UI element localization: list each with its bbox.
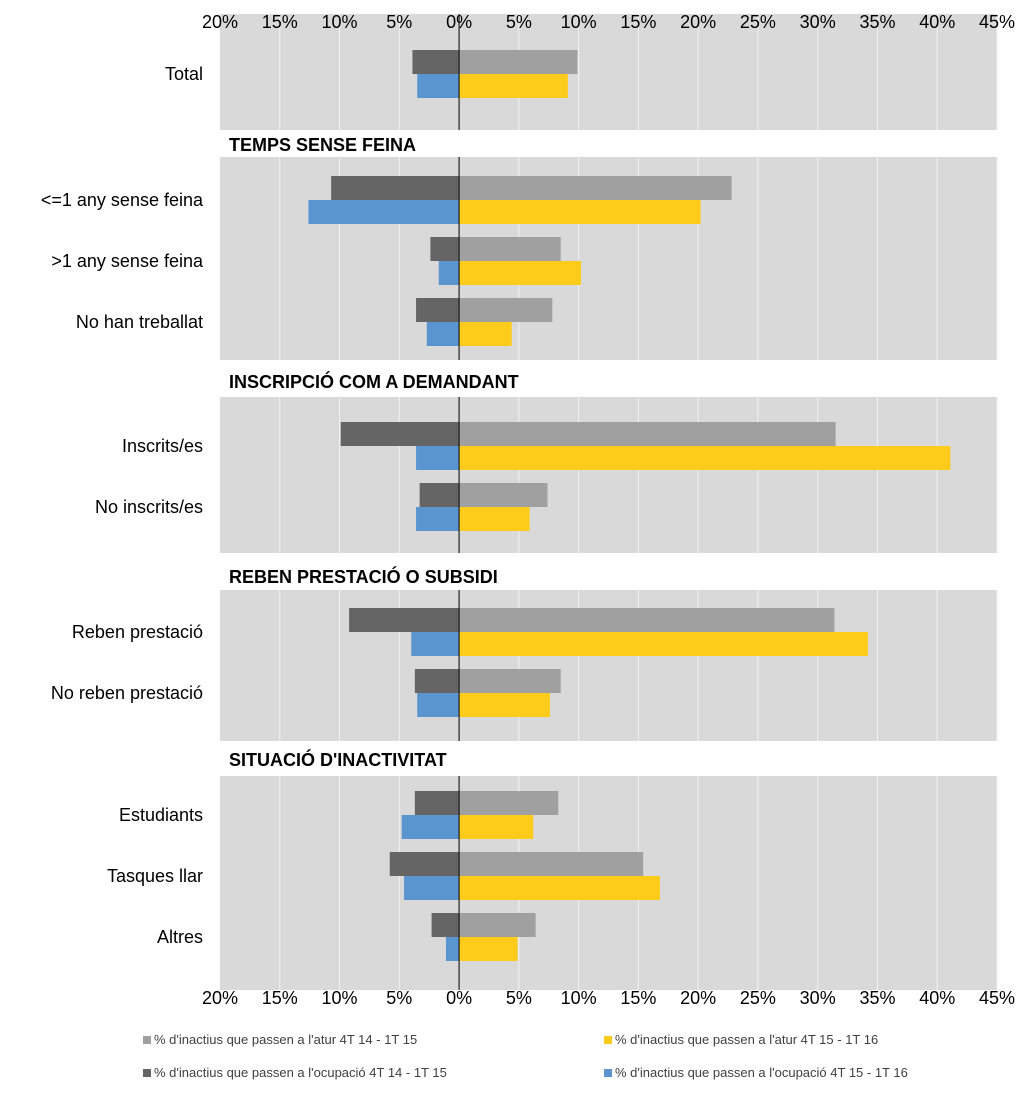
plot-panel	[220, 397, 997, 553]
bar	[414, 669, 460, 693]
tick-label-bottom: 30%	[800, 988, 836, 1008]
bar	[308, 200, 460, 224]
category-label: Estudiants	[119, 805, 203, 825]
bar	[419, 483, 460, 507]
bar	[431, 913, 460, 937]
bar	[459, 74, 568, 98]
tick-label-bottom: 20%	[680, 988, 716, 1008]
category-label: No reben prestació	[51, 683, 203, 703]
tick-label-top: 0%	[446, 12, 472, 32]
tick-label-bottom: 35%	[859, 988, 895, 1008]
tick-label-top: 20%	[202, 12, 238, 32]
section-heading: SITUACIÓ D'INACTIVITAT	[229, 749, 447, 770]
category-label: No inscrits/es	[95, 497, 203, 517]
bar	[459, 422, 836, 446]
bar	[349, 608, 460, 632]
bar	[459, 876, 660, 900]
bar	[401, 815, 460, 839]
category-label: No han treballat	[76, 312, 203, 332]
tick-label-bottom: 5%	[386, 988, 412, 1008]
tick-label-bottom: 10%	[322, 988, 358, 1008]
bar	[459, 693, 550, 717]
tick-label-top: 45%	[979, 12, 1015, 32]
bar	[414, 791, 460, 815]
bar	[459, 852, 644, 876]
bar	[459, 608, 835, 632]
tick-label-bottom: 20%	[202, 988, 238, 1008]
bar	[426, 322, 460, 346]
tick-label-bottom: 5%	[506, 988, 532, 1008]
bar	[459, 483, 548, 507]
tick-label-bottom: 40%	[919, 988, 955, 1008]
category-label: Reben prestació	[72, 622, 203, 642]
tick-label-top: 30%	[800, 12, 836, 32]
category-label: >1 any sense feina	[51, 251, 204, 271]
tick-label-bottom: 10%	[561, 988, 597, 1008]
bar	[411, 632, 460, 656]
tick-label-top: 5%	[386, 12, 412, 32]
bar	[459, 632, 868, 656]
bar	[459, 937, 518, 961]
tick-label-top: 15%	[620, 12, 656, 32]
bar	[416, 446, 460, 470]
tick-label-bottom: 0%	[446, 988, 472, 1008]
bar	[416, 507, 460, 531]
bar	[430, 237, 460, 261]
bar	[459, 237, 561, 261]
section-heading: TEMPS SENSE FEINA	[229, 135, 416, 155]
bar	[459, 791, 559, 815]
bar	[459, 200, 701, 224]
bar	[459, 446, 951, 470]
bar	[445, 937, 460, 961]
tick-label-top: 35%	[859, 12, 895, 32]
bar	[417, 74, 460, 98]
tick-label-top: 20%	[680, 12, 716, 32]
tick-label-bottom: 45%	[979, 988, 1015, 1008]
tick-label-top: 10%	[322, 12, 358, 32]
bar	[331, 176, 460, 200]
bar	[404, 876, 460, 900]
bar	[459, 507, 530, 531]
tick-label-top: 25%	[740, 12, 776, 32]
tick-label-bottom: 25%	[740, 988, 776, 1008]
section-heading: INSCRIPCIÓ COM A DEMANDANT	[229, 371, 519, 392]
section-heading: REBEN PRESTACIÓ O SUBSIDI	[229, 566, 498, 587]
bar	[416, 298, 460, 322]
category-label: Altres	[157, 927, 203, 947]
tick-label-top: 10%	[561, 12, 597, 32]
bar	[412, 50, 460, 74]
bar	[389, 852, 460, 876]
tick-label-top: 40%	[919, 12, 955, 32]
bar	[459, 669, 561, 693]
category-label: Inscrits/es	[122, 436, 203, 456]
bar	[459, 298, 553, 322]
category-label: Total	[165, 64, 203, 84]
bar	[459, 261, 582, 285]
category-label: <=1 any sense feina	[41, 190, 204, 210]
bar	[459, 322, 512, 346]
bar	[417, 693, 460, 717]
tick-label-top: 15%	[262, 12, 298, 32]
bar	[459, 815, 534, 839]
plot-panel	[220, 14, 997, 130]
tick-label-bottom: 15%	[620, 988, 656, 1008]
bar	[459, 176, 732, 200]
bar	[438, 261, 460, 285]
bar	[459, 913, 536, 937]
bar	[340, 422, 460, 446]
category-label: Tasques llar	[107, 866, 203, 886]
bar	[459, 50, 578, 74]
tick-label-top: 5%	[506, 12, 532, 32]
tick-label-bottom: 15%	[262, 988, 298, 1008]
